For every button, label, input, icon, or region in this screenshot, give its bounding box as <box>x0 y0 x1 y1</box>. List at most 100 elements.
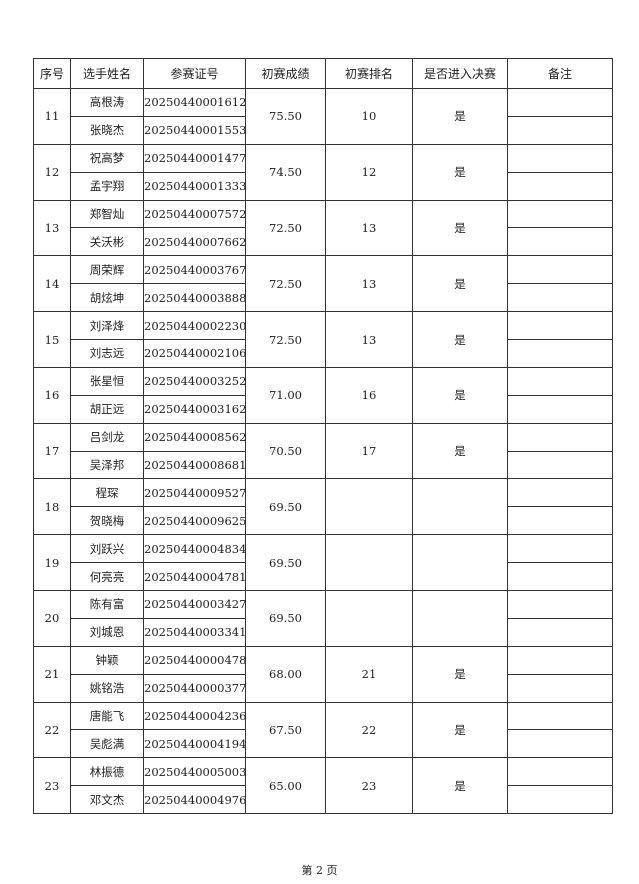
contestant-name: 姚铭浩 <box>70 673 144 703</box>
prelim-score: 72.50 <box>245 255 326 313</box>
group-number: 17 <box>33 422 71 480</box>
group-number: 19 <box>33 534 71 592</box>
prelim-score: 69.50 <box>245 478 326 536</box>
contestant-id: 20250440008562 <box>143 422 246 452</box>
contestant-name: 刘泽烽 <box>70 311 144 341</box>
contestant-name: 程琛 <box>70 478 144 508</box>
contestant-name: 周荣辉 <box>70 255 144 285</box>
notes-cell <box>507 115 613 145</box>
contestant-id: 20250440004236 <box>143 701 246 731</box>
final-qualified: 是 <box>412 366 508 424</box>
prelim-rank: 13 <box>325 255 413 313</box>
notes-cell <box>507 701 613 731</box>
prelim-score: 74.50 <box>245 143 326 201</box>
final-qualified: 是 <box>412 311 508 368</box>
table-row: 22 唐能飞 20250440004236 67.50 22 是 <box>33 701 613 759</box>
contestant-name: 祝高梦 <box>70 143 144 173</box>
group-number: 15 <box>33 311 71 368</box>
final-qualified: 是 <box>412 757 508 815</box>
prelim-rank: 13 <box>325 311 413 368</box>
prelim-rank: 10 <box>325 88 413 145</box>
prelim-rank: 17 <box>325 422 413 480</box>
contestant-name: 吴泽邦 <box>70 450 144 480</box>
notes-cell <box>507 311 613 341</box>
final-qualified: 是 <box>412 701 508 759</box>
contestant-id: 20250440004834 <box>143 534 246 564</box>
contestant-id: 20250440003252 <box>143 366 246 396</box>
prelim-score: 65.00 <box>245 757 326 815</box>
contestant-name: 张星恒 <box>70 366 144 396</box>
contestant-name: 刘跃兴 <box>70 534 144 564</box>
notes-cell <box>507 617 613 647</box>
group-number: 13 <box>33 199 71 257</box>
table-row: 20 陈有富 20250440003427 69.50 <box>33 590 613 647</box>
contestant-name: 高根涛 <box>70 88 144 117</box>
contestant-name: 关沃彬 <box>70 227 144 257</box>
prelim-score: 75.50 <box>245 88 326 145</box>
header-name: 选手姓名 <box>70 58 144 89</box>
table-row: 吴泽邦 20250440008681 <box>34 450 613 480</box>
contestant-id: 20250440001477 <box>143 143 246 173</box>
notes-cell <box>507 366 613 396</box>
notes-cell <box>507 534 613 564</box>
contestant-id: 20250440001612 <box>143 88 246 117</box>
notes-cell <box>507 171 613 201</box>
contestant-name: 张晓杰 <box>70 115 144 145</box>
contestant-id: 20250440003767 <box>143 255 246 285</box>
contestant-id: 20250440003341 <box>143 617 246 647</box>
notes-cell <box>507 590 613 619</box>
table-row: 19 刘跃兴 20250440004834 69.50 <box>33 534 613 592</box>
contestant-id: 20250440005003 <box>143 757 246 787</box>
group-number: 14 <box>33 255 71 313</box>
contestant-id: 20250440000478 <box>143 645 246 675</box>
final-qualified: 是 <box>412 645 508 703</box>
notes-cell <box>507 283 613 313</box>
notes-cell <box>507 88 613 117</box>
contestant-id: 20250440000377 <box>143 673 246 703</box>
contestant-name: 孟宇翔 <box>70 171 144 201</box>
notes-cell <box>507 673 613 703</box>
notes-cell <box>507 645 613 675</box>
contestant-id: 20250440001553 <box>143 115 246 145</box>
prelim-rank: 16 <box>325 366 413 424</box>
prelim-score: 69.50 <box>245 590 326 647</box>
contestant-name: 邓文杰 <box>70 785 144 815</box>
table-row: 23 林振德 20250440005003 65.00 23 是 <box>33 757 613 815</box>
contestant-name: 胡炫坤 <box>70 283 144 313</box>
contestant-id: 20250440002230 <box>143 311 246 341</box>
table-row: 刘志远 20250440002106 <box>34 339 613 368</box>
contestant-id: 20250440009625 <box>143 506 246 536</box>
table-row: 胡正远 20250440003162 <box>34 394 613 424</box>
contestant-id: 20250440003888 <box>143 283 246 313</box>
contestant-id: 20250440001333 <box>143 171 246 201</box>
table-row: 贺晓梅 20250440009625 <box>34 506 613 536</box>
contestant-id: 20250440009527 <box>143 478 246 508</box>
final-qualified: 是 <box>412 255 508 313</box>
group-number: 11 <box>33 88 71 145</box>
contestant-name: 吴彪满 <box>70 729 144 759</box>
contestant-name: 胡正远 <box>70 394 144 424</box>
notes-cell <box>507 506 613 536</box>
header-score: 初赛成绩 <box>245 58 326 89</box>
notes-cell <box>507 478 613 508</box>
contestant-name: 贺晓梅 <box>70 506 144 536</box>
prelim-rank: 22 <box>325 701 413 759</box>
group-number: 18 <box>33 478 71 536</box>
table-row: 15 刘泽烽 20250440002230 72.50 13 是 <box>33 311 613 368</box>
final-qualified: 是 <box>412 422 508 480</box>
prelim-rank <box>325 534 413 592</box>
contestant-name: 刘城恩 <box>70 617 144 647</box>
notes-cell <box>507 562 613 592</box>
prelim-rank: 21 <box>325 645 413 703</box>
prelim-score: 69.50 <box>245 534 326 592</box>
contestant-name: 何亮亮 <box>70 562 144 592</box>
prelim-rank <box>325 478 413 536</box>
table-row: 18 程琛 20250440009527 69.50 <box>33 478 613 536</box>
contestant-id: 20250440007662 <box>143 227 246 257</box>
notes-cell <box>507 199 613 229</box>
contestant-name: 刘志远 <box>70 339 144 368</box>
contestant-id: 20250440002106 <box>143 339 246 368</box>
contestant-id: 20250440004976 <box>143 785 246 815</box>
table-row: 14 周荣辉 20250440003767 72.50 13 是 <box>33 255 613 313</box>
results-table: 序号 选手姓名 参赛证号 初赛成绩 初赛排名 是否进入决赛 备注 11 高根涛 20… <box>33 58 613 815</box>
